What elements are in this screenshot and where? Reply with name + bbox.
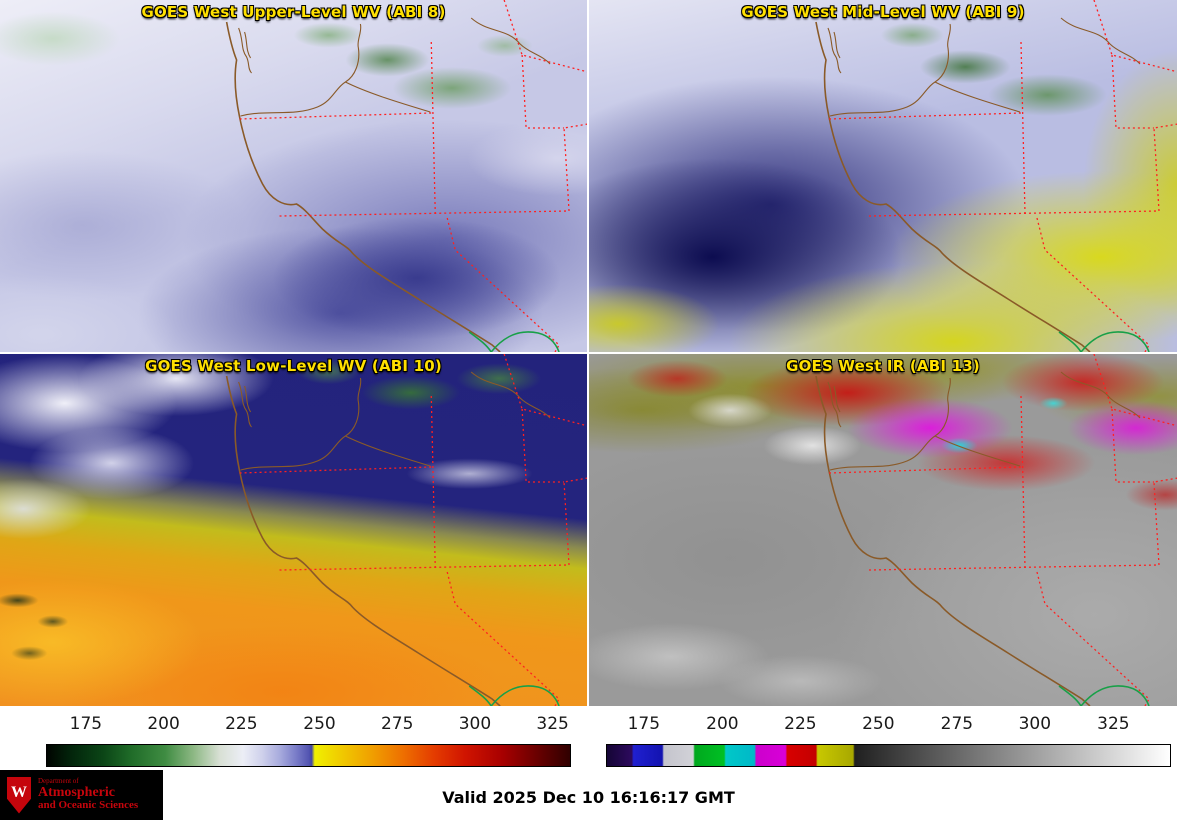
wv-tick-labels: 175 200 225 250 275 300 325 [46, 714, 571, 736]
tick-label: 325 [1097, 714, 1130, 734]
colorbar-row: 175 200 225 250 275 300 325 175 200 225 … [0, 706, 1177, 770]
map-boundaries-overlay [589, 354, 1177, 706]
tick-label: 225 [225, 714, 258, 734]
tick-label: 250 [303, 714, 336, 734]
panel-ir: GOES West IR (ABI 13) [589, 354, 1177, 706]
tick-label: 250 [862, 714, 895, 734]
map-boundaries-overlay [0, 0, 587, 352]
valid-time: Valid 2025 Dec 10 16:16:17 GMT [442, 788, 735, 807]
panel-title-abi8: GOES West Upper-Level WV (ABI 8) [141, 3, 446, 21]
satellite-imagery-abi9 [589, 0, 1177, 352]
panel-title-abi13: GOES West IR (ABI 13) [786, 357, 980, 375]
satellite-imagery-abi13 [589, 354, 1177, 706]
panel-title-abi9: GOES West Mid-Level WV (ABI 9) [741, 3, 1025, 21]
crest-letter: W [11, 783, 27, 801]
tick-label: 200 [706, 714, 739, 734]
wv-colorbar [46, 744, 571, 767]
tick-label: 275 [940, 714, 974, 734]
map-boundaries-overlay [589, 0, 1177, 352]
panel-mid-level-wv: GOES West Mid-Level WV (ABI 9) [589, 0, 1177, 352]
tick-label: 225 [784, 714, 817, 734]
panel-low-level-wv: GOES West Low-Level WV (ABI 10) [0, 354, 587, 706]
logo-line-2: Atmospheric [38, 785, 115, 801]
panel-title-abi10: GOES West Low-Level WV (ABI 10) [145, 357, 442, 375]
tick-label: 175 [69, 714, 103, 734]
tick-label: 300 [458, 714, 492, 734]
satellite-imagery-abi8 [0, 0, 587, 352]
ir-colorbar-group: 175 200 225 250 275 300 325 [606, 706, 1171, 770]
logo-line-3: and Oceanic Sciences [38, 799, 139, 812]
panel-upper-level-wv: GOES West Upper-Level WV (ABI 8) [0, 0, 587, 352]
ir-tick-labels: 175 200 225 250 275 300 325 [606, 714, 1171, 736]
tick-label: 275 [380, 714, 414, 734]
footer: W Department of Atmospheric and Oceanic … [0, 770, 1177, 820]
uw-aos-logo: W Department of Atmospheric and Oceanic … [0, 770, 163, 820]
wv-colorbar-group: 175 200 225 250 275 300 325 [46, 706, 571, 770]
tick-label: 175 [627, 714, 661, 734]
tick-label: 300 [1018, 714, 1052, 734]
tick-label: 325 [536, 714, 569, 734]
panel-grid: GOES West Upper-Level WV (ABI 8) GOES We… [0, 0, 1177, 706]
map-boundaries-overlay [0, 354, 587, 706]
satellite-imagery-abi10 [0, 354, 587, 706]
tick-label: 200 [147, 714, 180, 734]
logo-text: Department of Atmospheric and Oceanic Sc… [38, 776, 139, 813]
ir-colorbar [606, 744, 1171, 767]
logo-line-1: Department of [38, 776, 79, 785]
